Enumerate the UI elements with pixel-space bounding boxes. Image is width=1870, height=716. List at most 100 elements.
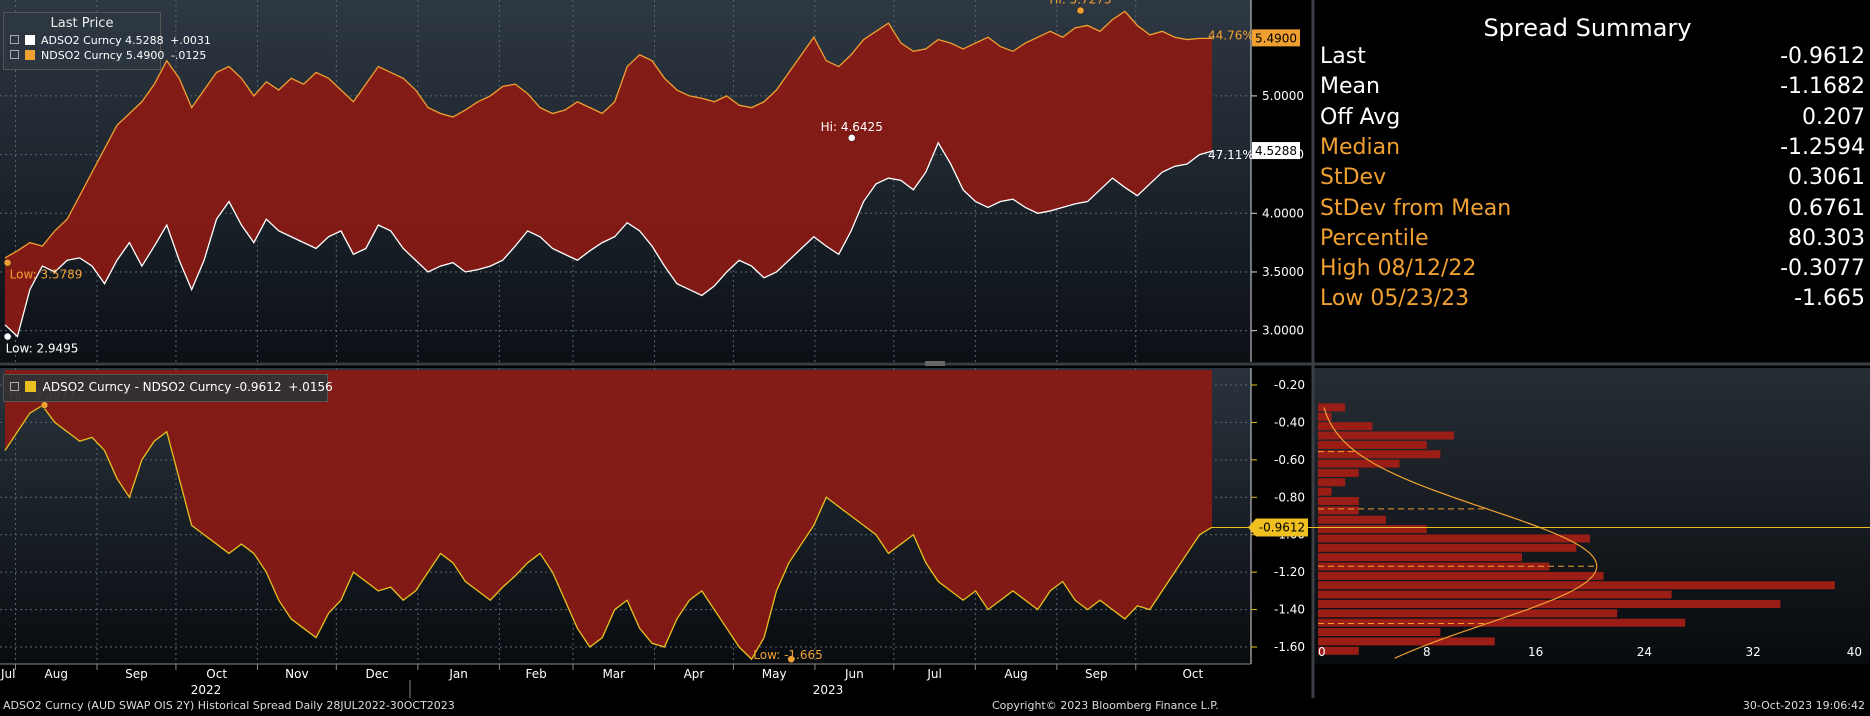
histogram-bar[interactable]: [1318, 534, 1590, 543]
histogram-bar[interactable]: [1318, 590, 1672, 599]
ads-last: 4.5288: [125, 34, 164, 47]
histogram-bar[interactable]: [1318, 431, 1454, 440]
extreme-marker[interactable]: [1076, 6, 1085, 15]
histogram-bar[interactable]: [1318, 628, 1441, 637]
summary-value: -0.3077: [1780, 256, 1865, 282]
price-y-tick-label: 3.0000: [1262, 324, 1304, 338]
spread-price-tag[interactable]: [1248, 518, 1308, 537]
histogram-bar[interactable]: [1318, 459, 1400, 468]
histogram-bar[interactable]: [1318, 618, 1686, 627]
histogram-bar[interactable]: [1318, 543, 1577, 552]
summary-panel-bg: [1310, 0, 1870, 362]
histogram-x-tick-label: 32: [1746, 645, 1761, 659]
spread-y-tick-label: -0.80: [1274, 490, 1305, 504]
expand-icon[interactable]: [10, 382, 19, 391]
legend-row-nds[interactable]: NDSO2 Curncy 5.4900 -.0125: [10, 49, 206, 62]
histogram-bar[interactable]: [1318, 422, 1373, 431]
summary-row: StDev from Mean 0.6761: [1320, 196, 1865, 226]
nds-last: 5.4900: [125, 49, 165, 62]
summary-value: 0.207: [1802, 104, 1865, 130]
spread-area-fill: [5, 11, 1212, 337]
spread-y-tick-label: -1.60: [1274, 640, 1305, 654]
summary-row: Percentile 80.303: [1320, 226, 1865, 256]
extreme-marker[interactable]: [787, 655, 796, 663]
spread-y-tick-label: -1.40: [1274, 603, 1305, 617]
histogram-bar[interactable]: [1318, 637, 1495, 646]
histogram-x-tick-label: 16: [1528, 645, 1543, 659]
x-month-label: Jul: [926, 667, 941, 681]
x-month-label: Jul: [0, 667, 15, 681]
x-year-label: 2023: [813, 683, 844, 697]
extreme-marker[interactable]: [3, 332, 12, 341]
histogram-bar[interactable]: [1318, 571, 1604, 580]
nds-price-tag[interactable]: [1252, 29, 1300, 47]
expand-icon[interactable]: [10, 50, 19, 59]
spread-name: ADSO2 Curncy - NDSO2 Curncy: [42, 380, 232, 394]
histogram-x-tick-label: 40: [1847, 645, 1862, 659]
histogram-bar[interactable]: [1318, 553, 1522, 562]
x-month-label: May: [762, 667, 787, 681]
x-month-label: Jun: [844, 667, 864, 681]
spread-y-tick-label: -0.40: [1274, 415, 1305, 429]
histogram-bar[interactable]: [1318, 450, 1441, 459]
histogram-bar[interactable]: [1318, 497, 1359, 506]
x-year-label: 2022: [191, 683, 222, 697]
histogram-bar[interactable]: [1318, 440, 1427, 449]
histogram-x-tick-label: 0: [1318, 645, 1326, 659]
histogram-bar[interactable]: [1318, 403, 1346, 412]
histogram-bar[interactable]: [1318, 412, 1332, 421]
expand-icon[interactable]: [10, 35, 19, 44]
summary-label: Mean: [1320, 74, 1380, 100]
nds-name: NDSO2 Curncy: [41, 49, 123, 62]
histogram-bar[interactable]: [1318, 506, 1359, 515]
histogram-bar[interactable]: [1318, 609, 1618, 618]
summary-row: Low 05/23/23 -1.665: [1320, 286, 1865, 316]
extreme-label: Hi: 5.7275: [1049, 0, 1111, 7]
x-month-label: Mar: [602, 667, 625, 681]
summary-label: Percentile: [1320, 225, 1429, 251]
legend-row-ads[interactable]: ADSO2 Curncy 4.5288 +.0031: [10, 34, 211, 47]
nds-change: -.0125: [170, 49, 207, 62]
histogram-bar[interactable]: [1318, 581, 1835, 590]
spread-y-tick-label: -0.60: [1274, 453, 1305, 467]
price-y-tick-label: 3.5000: [1262, 265, 1304, 279]
summary-value: 80.303: [1788, 225, 1865, 251]
histogram-bar[interactable]: [1318, 525, 1427, 534]
ads-price-tag[interactable]: [1252, 142, 1300, 160]
nds-price-tag-text: 5.4900: [1255, 31, 1297, 45]
spread-series-line[interactable]: [4, 404, 1213, 661]
price-legend[interactable]: Last Price ADSO2 Curncy 4.5288 +.0031 ND…: [3, 12, 211, 70]
summary-value: -1.2594: [1780, 134, 1865, 160]
extreme-label: Low: 2.9495: [6, 342, 79, 356]
histogram-bar[interactable]: [1318, 515, 1386, 524]
extreme-marker[interactable]: [3, 258, 12, 267]
histogram-bar[interactable]: [1318, 478, 1346, 487]
histogram-bar[interactable]: [1318, 468, 1359, 477]
summary-value: 0.3061: [1788, 165, 1865, 191]
ads-change: +.0031: [170, 34, 211, 47]
normal-fit-curve: [1323, 407, 1598, 659]
nds-series-line[interactable]: [4, 10, 1212, 259]
histogram-bar[interactable]: [1318, 646, 1359, 655]
extreme-marker[interactable]: [40, 401, 49, 409]
x-month-label: Oct: [1182, 667, 1203, 681]
summary-row: Median -1.2594: [1320, 135, 1865, 165]
summary-label: StDev: [1320, 165, 1387, 191]
spread-legend[interactable]: ADSO2 Curncy - NDSO2 Curncy -0.9612 +.01…: [3, 374, 333, 402]
footer-left: ADSO2 Curncy (AUD SWAP OIS 2Y) Historica…: [3, 699, 455, 712]
summary-value: -1.1682: [1780, 74, 1865, 100]
ads-swatch: [24, 35, 35, 45]
histogram-bar[interactable]: [1318, 599, 1781, 608]
extreme-label: Low: -1.665: [753, 648, 823, 662]
summary-row: Last -0.9612: [1320, 44, 1865, 74]
histogram-bar[interactable]: [1318, 487, 1332, 496]
spread-y-tick-label: -1.20: [1274, 565, 1305, 579]
x-month-label: Aug: [1004, 667, 1027, 681]
ads-series-line[interactable]: [4, 141, 1213, 338]
ads-end-label: 47.11%: [1208, 148, 1254, 162]
extreme-marker[interactable]: [847, 134, 856, 142]
panel-resize-handle[interactable]: [925, 361, 945, 366]
x-month-label: Sep: [1085, 667, 1108, 681]
nds-end-label: 44.76%: [1208, 28, 1254, 42]
